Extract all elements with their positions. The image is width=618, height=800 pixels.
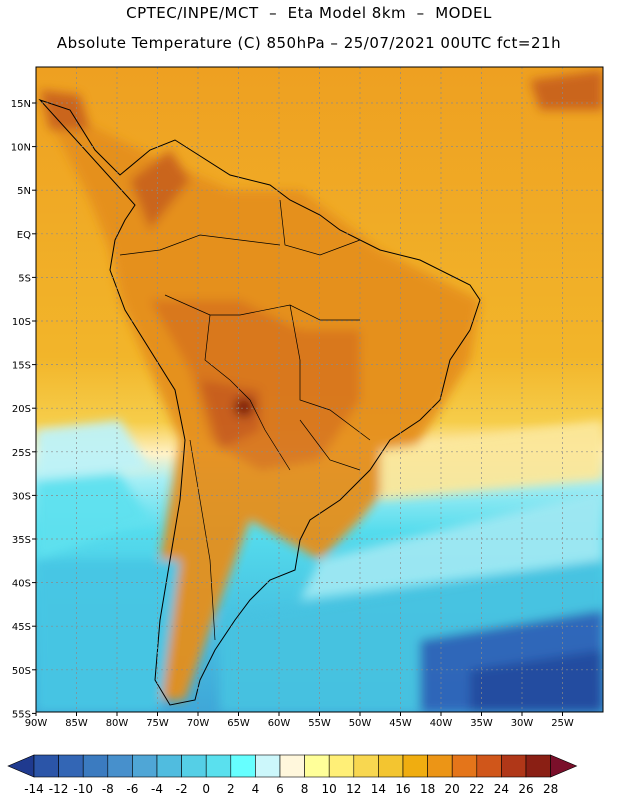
lat-tick-label: 10N — [11, 143, 31, 154]
colorbar-tick-label: 14 — [371, 782, 386, 796]
lat-tick-label: 5N — [17, 186, 31, 197]
colorbar-tick-label: 16 — [395, 782, 410, 796]
colorbar-tick-label: 22 — [469, 782, 484, 796]
colorbar-tick-label: 28 — [543, 782, 558, 796]
colorbar-swatch — [230, 754, 256, 778]
colorbar-tick-label: -2 — [176, 782, 188, 796]
colorbar-tick-label: -4 — [151, 782, 163, 796]
colorbar-swatch — [82, 754, 109, 778]
lon-tick-label: 30W — [511, 718, 534, 729]
lat-tick-label: 20S — [12, 404, 31, 415]
lat-tick-label: 40S — [12, 579, 31, 590]
lon-tick-label: 25W — [551, 718, 574, 729]
colorbar-swatch — [378, 754, 404, 778]
colorbar-tick-label: 10 — [322, 782, 337, 796]
colorbar-swatch — [476, 754, 502, 778]
chart-subtitle: Absolute Temperature (C) 850hPa – 25/07/… — [56, 34, 562, 52]
colorbar-swatch — [451, 754, 478, 778]
colorbar-swatch — [33, 754, 59, 778]
colorbar-max-arrow — [550, 754, 578, 778]
colorbar-tick-label: 2 — [227, 782, 235, 796]
colorbar-tick-label: 26 — [518, 782, 533, 796]
lon-tick-label: 90W — [25, 718, 48, 729]
chart-title: CPTEC/INPE/MCT – Eta Model 8km – MODEL — [126, 4, 492, 22]
lon-tick-label: 65W — [227, 718, 250, 729]
colorbar-swatch — [58, 754, 84, 778]
lon-tick-label: 35W — [470, 718, 493, 729]
lon-tick-label: 85W — [65, 718, 88, 729]
colorbar-tick-label: 20 — [445, 782, 460, 796]
colorbar-tick-label: -14 — [24, 782, 44, 796]
colorbar-swatch — [279, 754, 305, 778]
colorbar-tick-label: -10 — [73, 782, 93, 796]
colorbar-tick-label: -8 — [102, 782, 114, 796]
lon-tick-label: 55W — [308, 718, 331, 729]
colorbar-swatch — [525, 754, 551, 778]
map-field — [36, 67, 603, 712]
lat-tick-label: 50S — [12, 666, 31, 677]
colorbar-tick-label: 8 — [301, 782, 309, 796]
colorbar-tick-label: -12 — [49, 782, 69, 796]
colorbar-swatch — [402, 754, 428, 778]
colorbar-swatch — [304, 754, 330, 778]
lat-tick-label: EQ — [17, 230, 31, 241]
lon-tick-label: 50W — [349, 718, 372, 729]
colorbar-tick-label: -6 — [126, 782, 138, 796]
colorbar-swatch — [107, 754, 133, 778]
colorbar-tick-label: 12 — [346, 782, 361, 796]
lat-tick-label: 30S — [12, 491, 31, 502]
colorbar-tick-label: 18 — [420, 782, 435, 796]
lat-tick-label: 5S — [18, 273, 31, 284]
lon-tick-label: 75W — [146, 718, 169, 729]
colorbar-tick-label: 4 — [252, 782, 260, 796]
lon-tick-label: 60W — [268, 718, 291, 729]
lon-tick-label: 70W — [187, 718, 210, 729]
colorbar-swatch — [132, 754, 158, 778]
colorbar-tick-label: 6 — [276, 782, 284, 796]
lat-tick-label: 55S — [12, 709, 31, 720]
lat-tick-label: 10S — [12, 317, 31, 328]
colorbar-tick-label: 24 — [494, 782, 509, 796]
lat-tick-label: 35S — [12, 535, 31, 546]
lon-tick-label: 40W — [430, 718, 453, 729]
lon-tick-label: 80W — [106, 718, 129, 729]
colorbar-swatch — [427, 754, 453, 778]
colorbar-swatch — [205, 754, 232, 778]
lat-tick-label: 15S — [12, 361, 31, 372]
colorbar-swatch — [156, 754, 182, 778]
lat-tick-label: 15N — [11, 99, 31, 110]
colorbar-swatch — [501, 754, 527, 778]
colorbar-swatch — [255, 754, 281, 778]
lat-tick-label: 45S — [12, 622, 31, 633]
colorbar-tick-label: 0 — [202, 782, 210, 796]
lat-tick-label: 25S — [12, 448, 31, 459]
colorbar-swatch — [328, 754, 355, 778]
colorbar-swatch — [181, 754, 207, 778]
lon-tick-label: 45W — [389, 718, 412, 729]
colorbar-min-arrow — [7, 754, 35, 778]
colorbar-swatch — [353, 754, 379, 778]
